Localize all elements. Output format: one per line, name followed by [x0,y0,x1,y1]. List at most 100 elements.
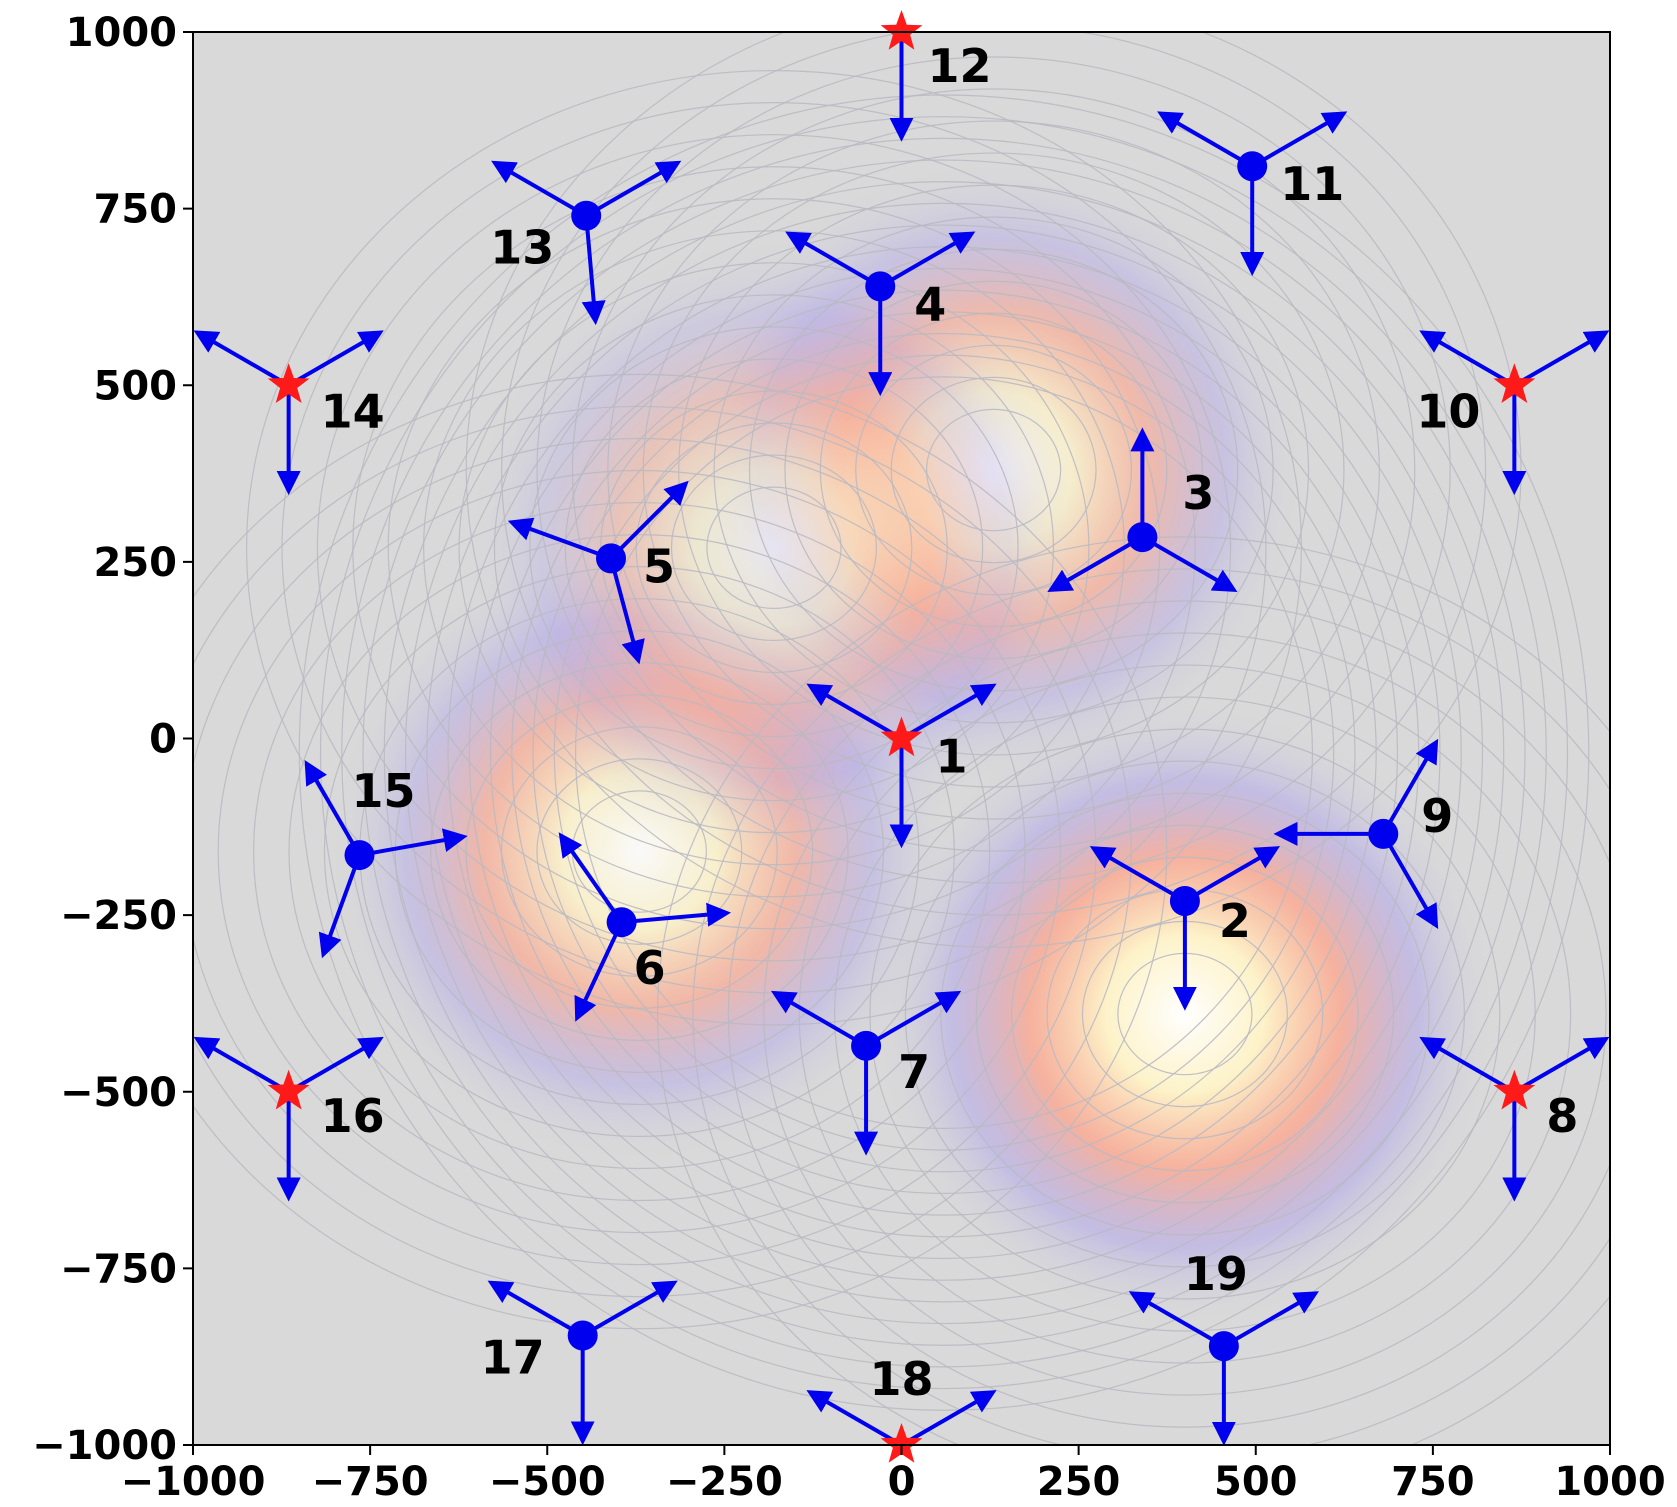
node-10-arrow [1419,330,1516,387]
node-13-arrow [491,160,588,218]
node-14-label: 14 [321,384,385,438]
x-tick-label: 750 [1391,1459,1475,1505]
contour-lines [193,32,1610,1445]
contour-line [670,454,878,642]
y-tick-label: −1000 [32,1423,177,1469]
node-4-arrow [879,231,976,289]
contour-line [553,354,1335,1151]
contour-line [458,262,1090,834]
contour-line [713,216,1274,724]
node-13-dot-marker [571,200,602,231]
contour-line [532,332,1356,1173]
node-6: 6 [558,832,732,1022]
node-4-dot-marker [865,271,896,302]
node-16-arrow [193,1036,290,1094]
node-11-label: 11 [1280,157,1344,211]
node-15-dot-marker [344,840,375,871]
node-9-label: 9 [1421,789,1453,843]
contour-line [193,405,1132,1298]
x-tick-label: 1000 [1554,1459,1665,1505]
node-12-star-marker [880,10,923,50]
node-6-arrow [574,921,624,1022]
y-tick-label: 1000 [66,10,177,56]
x-tick-label: −750 [312,1459,429,1505]
contour-line [536,56,1451,884]
node-9-arrow [1381,832,1439,929]
node-15-arrow [304,759,362,857]
x-tick-label: −250 [666,1459,783,1505]
y-tick-label: 500 [94,363,178,409]
y-tick-label: 250 [94,540,178,586]
node-7-dot-marker [851,1030,882,1061]
node-13: 13 [490,160,682,326]
x-tick-label: 250 [1037,1459,1121,1505]
node-4: 4 [785,231,976,397]
contour-line [493,294,1055,802]
contour-line [447,246,1441,1260]
node-13-arrow [585,160,682,218]
node-7-arrow [770,990,868,1048]
contour-line [571,88,1416,852]
contour-line [784,280,1203,660]
node-6-arrow [621,902,732,927]
contour-line [426,224,1462,1281]
contour-line [692,568,1610,1445]
node-10-label: 10 [1416,384,1480,438]
node-15: 15 [304,759,468,959]
node-10-star-marker [1493,363,1536,403]
x-tick-label: 500 [1214,1459,1298,1505]
y-tick-label: −250 [60,893,177,939]
contour-line [727,600,1610,1428]
node-14-arrow [193,330,290,387]
contour-line [1011,856,1359,1172]
contour-line [635,422,913,674]
node-14-star-marker [267,363,310,403]
y-tick-label: −500 [60,1070,177,1116]
node-8-arrow [1513,1036,1610,1094]
contour-line [298,94,1590,1411]
node-16-arrow [287,1036,384,1094]
contour-line [246,70,1302,1026]
contour-line [925,408,1062,532]
node-3-dot-marker [1127,522,1158,553]
contour-line [404,202,1484,1303]
node-3-label: 3 [1182,466,1214,520]
node-9: 9 [1273,738,1453,929]
node-19-arrow [1128,1291,1225,1348]
node-16: 16 [193,1036,385,1202]
node-5-label: 5 [643,539,675,593]
node-11-dot-marker [1237,151,1268,182]
node-13-label: 13 [490,221,554,275]
node-10: 10 [1416,330,1610,496]
y-axis: −1000 −750 −500 −250 0 250 500 750 1000 [32,10,193,1469]
contour-line [607,120,1380,820]
node-9-arrow [1381,738,1439,835]
contour-line [193,373,1168,1330]
contour-line [855,344,1133,596]
node-17-arrow [487,1280,584,1338]
node-17-label: 17 [481,1330,545,1384]
node-18-arrow [806,1390,903,1447]
node-5-dot-marker [596,543,627,574]
node-7-arrow [865,990,962,1048]
node-18-arrow [900,1390,997,1447]
node-4-label: 4 [914,277,946,331]
node-8: 8 [1419,1036,1610,1202]
contour-line [465,32,1522,948]
node-8-arrow [1419,1036,1516,1094]
node-17-dot-marker [567,1320,598,1351]
contour-line [253,501,1026,1202]
node-8-star-marker [1493,1069,1536,1110]
contour-line [564,358,984,738]
contour-line [574,376,1314,1130]
node-14: 14 [193,330,385,496]
node-6-arrow [558,832,624,924]
node-8-label: 8 [1546,1089,1578,1143]
node-15-label: 15 [351,764,415,818]
node-17: 17 [481,1280,678,1446]
contour-line [501,32,1487,916]
contour-line [341,137,1547,1368]
node-16-star-marker [267,1069,310,1110]
